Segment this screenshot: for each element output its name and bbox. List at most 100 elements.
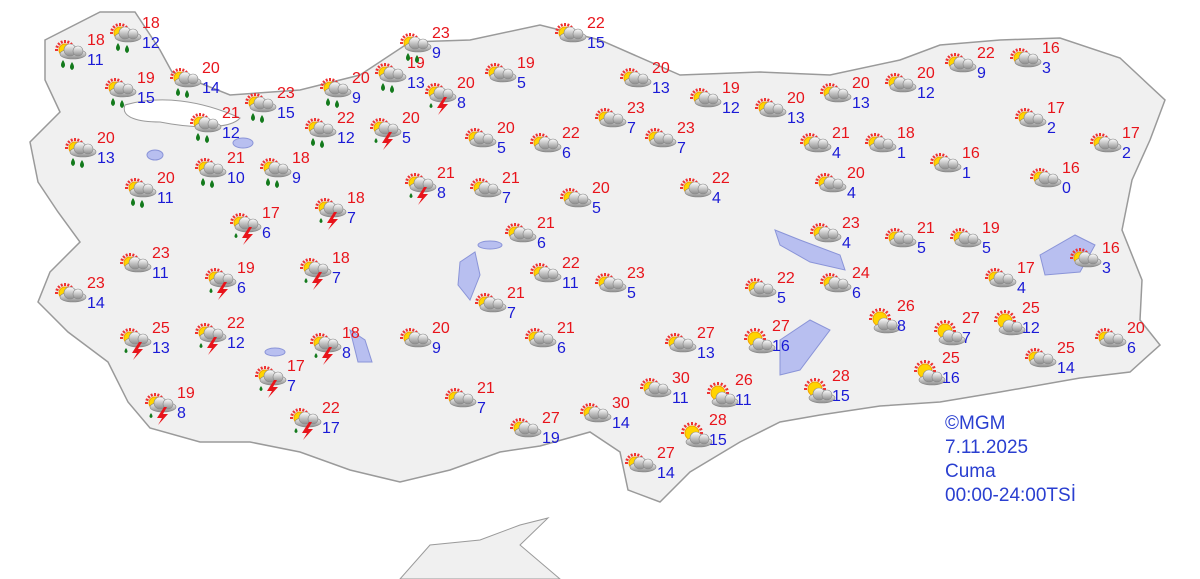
forecast-day: Cuma	[945, 461, 996, 482]
max-temp: 20	[652, 60, 670, 77]
max-temp: 20	[97, 130, 115, 147]
max-temp: 21	[507, 285, 525, 302]
min-temp: 4	[832, 145, 841, 162]
station: 20 9	[318, 70, 378, 116]
max-temp: 20	[457, 75, 475, 92]
min-temp: 3	[1102, 260, 1111, 277]
station: 19 5	[483, 55, 543, 101]
station: 20 4	[813, 165, 873, 211]
station: 22 5	[743, 270, 803, 316]
min-temp: 5	[402, 130, 411, 147]
station: 27 7	[928, 310, 988, 356]
max-temp: 23	[152, 245, 170, 262]
max-temp: 22	[562, 125, 580, 142]
max-temp: 22	[777, 270, 795, 287]
max-temp: 23	[677, 120, 695, 137]
station: 16 3	[1068, 240, 1128, 286]
station: 19 15	[103, 70, 163, 116]
min-temp: 9	[977, 65, 986, 82]
max-temp: 21	[537, 215, 555, 232]
station: 21 5	[883, 220, 943, 266]
station: 20 5	[558, 180, 618, 226]
max-temp: 20	[432, 320, 450, 337]
min-temp: 1	[962, 165, 971, 182]
min-temp: 7	[502, 190, 511, 207]
station: 22 12	[303, 110, 363, 156]
min-temp: 8	[457, 95, 466, 112]
station: 16 1	[928, 145, 988, 191]
station: 22 6	[528, 125, 588, 171]
station: 28 15	[675, 412, 735, 458]
station: 21 6	[503, 215, 563, 261]
station: 18 9	[258, 150, 318, 196]
min-temp: 2	[1047, 120, 1056, 137]
station: 24 6	[818, 265, 878, 311]
station: 25 13	[118, 320, 178, 366]
station: 17 7	[253, 358, 313, 404]
min-temp: 5	[497, 140, 506, 157]
max-temp: 18	[897, 125, 915, 142]
max-temp: 17	[1047, 100, 1065, 117]
station: 23 7	[643, 120, 703, 166]
station: 28 15	[798, 368, 858, 414]
station: 17 6	[228, 205, 288, 251]
min-temp: 12	[722, 100, 740, 117]
station: 17 2	[1088, 125, 1148, 171]
station: 20 5	[368, 110, 428, 156]
min-temp: 7	[332, 270, 341, 287]
min-temp: 17	[322, 420, 340, 437]
min-temp: 8	[342, 345, 351, 362]
max-temp: 19	[517, 55, 535, 72]
station: 27 19	[508, 410, 568, 456]
forecast-period: 00:00-24:00TSİ	[945, 485, 1076, 506]
max-temp: 27	[542, 410, 560, 427]
min-temp: 6	[852, 285, 861, 302]
min-temp: 6	[237, 280, 246, 297]
max-temp: 22	[337, 110, 355, 127]
max-temp: 21	[917, 220, 935, 237]
min-temp: 14	[202, 80, 220, 97]
max-temp: 22	[587, 15, 605, 32]
min-temp: 13	[97, 150, 115, 167]
max-temp: 16	[1042, 40, 1060, 57]
max-temp: 25	[1057, 340, 1075, 357]
max-temp: 27	[962, 310, 980, 327]
station: 25 16	[908, 350, 968, 396]
max-temp: 16	[1062, 160, 1080, 177]
min-temp: 5	[917, 240, 926, 257]
station: 25 14	[1023, 340, 1083, 386]
max-temp: 19	[137, 70, 155, 87]
station: 27 13	[663, 325, 723, 371]
min-temp: 16	[772, 338, 790, 355]
min-temp: 11	[735, 392, 752, 409]
min-temp: 15	[277, 105, 295, 122]
max-temp: 23	[627, 100, 645, 117]
min-temp: 4	[712, 190, 721, 207]
map-legend: ©MGM 7.11.2025 Cuma 00:00-24:00TSİ	[945, 412, 1076, 508]
max-temp: 18	[292, 150, 310, 167]
max-temp: 19	[982, 220, 1000, 237]
max-temp: 21	[437, 165, 455, 182]
min-temp: 11	[157, 190, 174, 207]
max-temp: 22	[977, 45, 995, 62]
max-temp: 22	[227, 315, 245, 332]
min-temp: 13	[652, 80, 670, 97]
station: 17 2	[1013, 100, 1073, 146]
min-temp: 14	[1057, 360, 1075, 377]
max-temp: 20	[157, 170, 175, 187]
max-temp: 19	[407, 55, 425, 72]
min-temp: 15	[587, 35, 605, 52]
max-temp: 25	[1022, 300, 1040, 317]
max-temp: 18	[142, 15, 160, 32]
min-temp: 15	[709, 432, 727, 449]
max-temp: 16	[1102, 240, 1120, 257]
min-temp: 14	[87, 295, 105, 312]
max-temp: 30	[612, 395, 630, 412]
min-temp: 13	[152, 340, 170, 357]
station: 21 6	[523, 320, 583, 366]
max-temp: 21	[502, 170, 520, 187]
max-temp: 18	[87, 32, 105, 49]
station: 18 7	[298, 250, 358, 296]
station: 20 13	[753, 90, 813, 136]
